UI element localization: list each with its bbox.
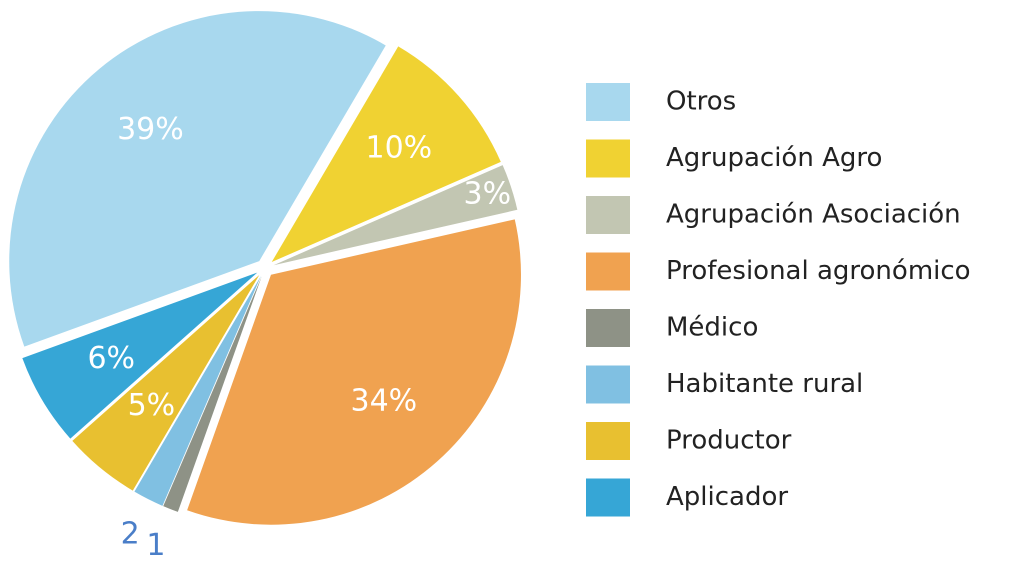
legend-label: Médico xyxy=(666,313,758,343)
legend-swatch xyxy=(586,478,630,517)
pie-slice xyxy=(9,11,386,347)
data-label: 10% xyxy=(366,131,433,166)
legend-swatch xyxy=(586,365,630,404)
legend-label: Habitante rural xyxy=(666,369,863,399)
legend-swatch xyxy=(586,196,630,234)
data-label: 39% xyxy=(117,112,184,147)
legend-swatch xyxy=(586,252,630,291)
pie-slice xyxy=(187,219,521,525)
data-label: 5% xyxy=(128,388,176,423)
legend-label: Profesional agronómico xyxy=(666,256,971,286)
legend-label: Aplicador xyxy=(666,482,788,512)
data-label: 3% xyxy=(463,176,511,211)
legend-label: Agrupación Agro xyxy=(666,143,882,173)
legend-label: Agrupación Asociación xyxy=(666,200,961,230)
data-label: 34% xyxy=(350,383,417,418)
data-label: 2 xyxy=(121,516,140,551)
data-label: 1 xyxy=(146,528,165,563)
legend-swatch xyxy=(586,422,630,460)
pie-slice xyxy=(163,276,262,512)
pie-slice xyxy=(273,165,518,266)
pie-slice xyxy=(22,272,258,439)
legend-label: Otros xyxy=(666,87,736,117)
pie-slice xyxy=(72,274,260,491)
data-label: 6% xyxy=(87,341,135,376)
pie-slice xyxy=(134,276,261,506)
legend-swatch xyxy=(586,309,630,347)
legend-swatch xyxy=(586,139,630,178)
legend-swatch xyxy=(586,83,630,121)
pie-slice xyxy=(271,46,501,263)
legend-label: Productor xyxy=(666,426,792,456)
